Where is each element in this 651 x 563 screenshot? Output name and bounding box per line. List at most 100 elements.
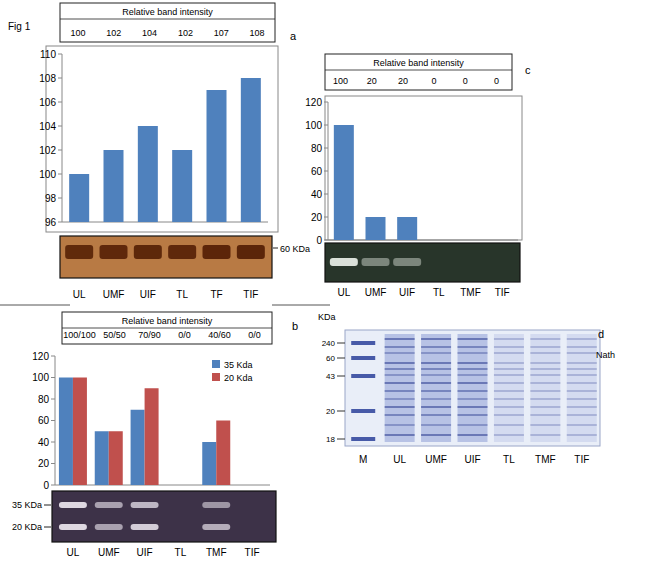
intensity-value: 20 xyxy=(398,76,408,86)
y-tick xyxy=(58,150,62,151)
lane-smear xyxy=(530,334,560,442)
gel-band xyxy=(100,245,128,259)
bar xyxy=(241,78,261,222)
y-tick xyxy=(324,102,328,103)
bar xyxy=(59,378,73,486)
gel-band xyxy=(59,502,87,508)
lane-band xyxy=(385,434,415,436)
y-tick xyxy=(58,54,62,55)
y-tick-label: 60 xyxy=(38,415,50,426)
lane-label: UIF xyxy=(140,289,156,300)
bar xyxy=(166,485,180,486)
lane-label: TMF xyxy=(460,287,481,298)
gel xyxy=(52,491,276,542)
lane-label: TF xyxy=(210,289,222,300)
lane-band xyxy=(421,398,451,400)
lane-band xyxy=(494,406,524,408)
lane-band xyxy=(494,362,524,364)
marker-tick xyxy=(337,376,345,377)
lane-band xyxy=(421,362,451,364)
lane-band xyxy=(530,382,560,384)
lane-band xyxy=(530,434,560,436)
intensity-value: 0/0 xyxy=(248,330,261,340)
x-axis xyxy=(328,240,518,241)
lane-label: TL xyxy=(503,454,515,465)
panel-b: Relative band intensity100/10050/5070/90… xyxy=(12,312,298,558)
lane-label: UL xyxy=(67,547,80,558)
intensity-divider xyxy=(325,70,512,71)
lane-label: UMF xyxy=(365,287,387,298)
bar xyxy=(492,240,512,241)
y-tick-label: 80 xyxy=(38,394,50,405)
y-tick-label: 104 xyxy=(39,121,56,132)
lane-band xyxy=(421,368,451,370)
y-tick-label: 96 xyxy=(45,217,57,228)
panel-letter: a xyxy=(290,30,297,42)
lane-band xyxy=(385,338,415,340)
y-tick xyxy=(58,174,62,175)
marker-tick xyxy=(337,343,345,344)
intensity-value: 20 xyxy=(367,76,377,86)
marker-label: 240 xyxy=(322,339,336,348)
y-axis xyxy=(62,54,63,222)
intensity-value: 108 xyxy=(250,28,265,38)
bar xyxy=(172,150,192,222)
gel-band xyxy=(330,258,358,266)
lane-band xyxy=(458,434,488,436)
intensity-value: 0/0 xyxy=(178,330,191,340)
intensity-value: 70/90 xyxy=(138,330,161,340)
intensity-value: 0 xyxy=(432,76,437,86)
intensity-value: 0 xyxy=(463,76,468,86)
lane-smear xyxy=(385,334,415,442)
marker-label: 60 xyxy=(326,354,335,363)
band-tick xyxy=(273,248,278,249)
lane-band xyxy=(458,374,488,376)
x-axis xyxy=(62,222,268,223)
y-tick-label: 0 xyxy=(316,235,322,246)
lane-band xyxy=(385,346,415,348)
lane-band xyxy=(530,346,560,348)
y-tick xyxy=(58,126,62,127)
y-tick-label: 98 xyxy=(45,193,57,204)
gel-band xyxy=(202,524,230,530)
separator xyxy=(0,305,70,306)
bar xyxy=(69,174,89,222)
bars xyxy=(69,78,261,222)
bar xyxy=(109,431,123,485)
lane-band xyxy=(494,398,524,400)
bar xyxy=(95,431,109,485)
gel-band xyxy=(168,245,196,259)
lane-band xyxy=(567,434,597,436)
lane-band xyxy=(567,398,597,400)
intensity-divider xyxy=(62,328,272,329)
lane-label: UL xyxy=(73,289,86,300)
lane-band xyxy=(421,434,451,436)
lane-band xyxy=(530,368,560,370)
lane-band xyxy=(385,424,415,426)
y-tick-label: 80 xyxy=(311,143,323,154)
gel-band xyxy=(59,524,87,530)
bar xyxy=(131,410,145,485)
bar xyxy=(138,126,158,222)
y-tick-label: 120 xyxy=(305,97,322,108)
gel-band xyxy=(65,245,93,259)
legend-swatch xyxy=(212,360,220,368)
y-tick xyxy=(51,356,55,357)
lane-band xyxy=(421,352,451,354)
panel-letter: d xyxy=(598,328,604,340)
bar xyxy=(397,217,417,240)
intensity-value: 104 xyxy=(142,28,157,38)
bar xyxy=(252,485,266,486)
lane-band xyxy=(458,424,488,426)
lane-band xyxy=(494,338,524,340)
y-tick xyxy=(51,420,55,421)
band-tick xyxy=(44,527,51,528)
lane-label: UIF xyxy=(137,547,153,558)
lane-smear xyxy=(494,334,524,442)
lane-band xyxy=(530,414,560,416)
intensity-value: 0 xyxy=(494,76,499,86)
bar xyxy=(202,442,216,485)
intensity-box xyxy=(62,312,272,344)
y-tick-label: 20 xyxy=(38,458,50,469)
lane-band xyxy=(458,406,488,408)
